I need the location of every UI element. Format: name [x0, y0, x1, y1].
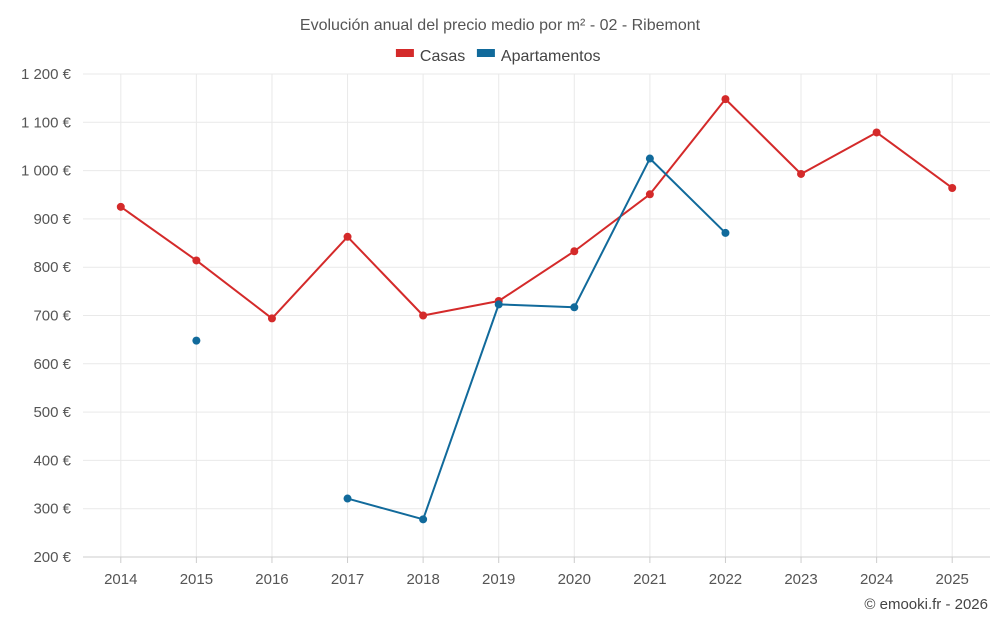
x-tick-label: 2014	[104, 571, 137, 588]
y-tick-label: 900 €	[33, 211, 71, 228]
chart-title: Evolución anual del precio medio por m² …	[300, 17, 701, 34]
data-point-casas-2024	[872, 128, 881, 137]
data-point-casas-2018	[419, 311, 428, 320]
x-tick-label: 2017	[331, 571, 364, 588]
legend-label-0: Casas	[420, 48, 465, 65]
data-point-apartamentos-2019	[494, 300, 503, 309]
grid-layer	[83, 73, 990, 557]
y-tick-label: 500 €	[33, 404, 71, 421]
y-tick-label: 1 200 €	[21, 66, 72, 83]
data-point-apartamentos-2020	[570, 303, 579, 312]
data-point-casas-2021	[645, 190, 654, 199]
y-tick-label: 1 000 €	[21, 163, 72, 180]
series-line-0	[120, 98, 953, 320]
legend: Casas Apartamentos	[395, 48, 601, 65]
data-point-casas-2015	[192, 256, 201, 265]
x-tick-label: 2021	[633, 571, 666, 588]
y-tick-label: 600 €	[33, 356, 71, 373]
axis-layer: 200 € 300 € 400 € 500 € 600 € 700 € 800 € 900 €…	[21, 66, 990, 588]
data-point-casas-2016	[267, 314, 276, 323]
x-tick-label: 2024	[860, 571, 893, 588]
series-layer	[116, 95, 957, 524]
x-tick-label: 2022	[709, 571, 742, 588]
data-point-apartamentos-2018	[419, 515, 428, 524]
x-tick-label: 2015	[180, 571, 213, 588]
y-tick-label: 300 €	[33, 501, 71, 518]
series-line-1	[347, 157, 727, 521]
y-tick-label: 200 €	[33, 549, 71, 566]
data-point-casas-2014	[116, 202, 125, 211]
data-point-apartamentos-2015	[192, 336, 201, 345]
legend-label-1: Apartamentos	[501, 48, 601, 65]
data-point-casas-2017	[343, 232, 352, 241]
x-tick-label: 2023	[784, 571, 817, 588]
data-point-apartamentos-2021	[645, 154, 654, 163]
data-point-apartamentos-2017	[343, 494, 352, 503]
data-point-casas-2020	[570, 247, 579, 256]
data-point-casas-2022	[721, 95, 730, 104]
data-point-casas-2023	[797, 169, 806, 178]
y-tick-label: 700 €	[33, 308, 71, 325]
data-point-apartamentos-2022	[721, 228, 730, 237]
y-tick-label: 1 100 €	[21, 114, 72, 131]
x-tick-label: 2018	[406, 571, 439, 588]
y-tick-label: 800 €	[33, 259, 71, 276]
x-tick-label: 2016	[255, 571, 288, 588]
y-tick-label: 400 €	[33, 452, 71, 469]
legend-swatch-0	[395, 49, 414, 57]
credit-text: © emooki.fr - 2026	[864, 596, 988, 613]
x-tick-label: 2019	[482, 571, 515, 588]
legend-swatch-1	[476, 49, 495, 57]
x-tick-label: 2020	[558, 571, 591, 588]
x-tick-label: 2025	[936, 571, 969, 588]
data-point-casas-2025	[948, 183, 957, 192]
